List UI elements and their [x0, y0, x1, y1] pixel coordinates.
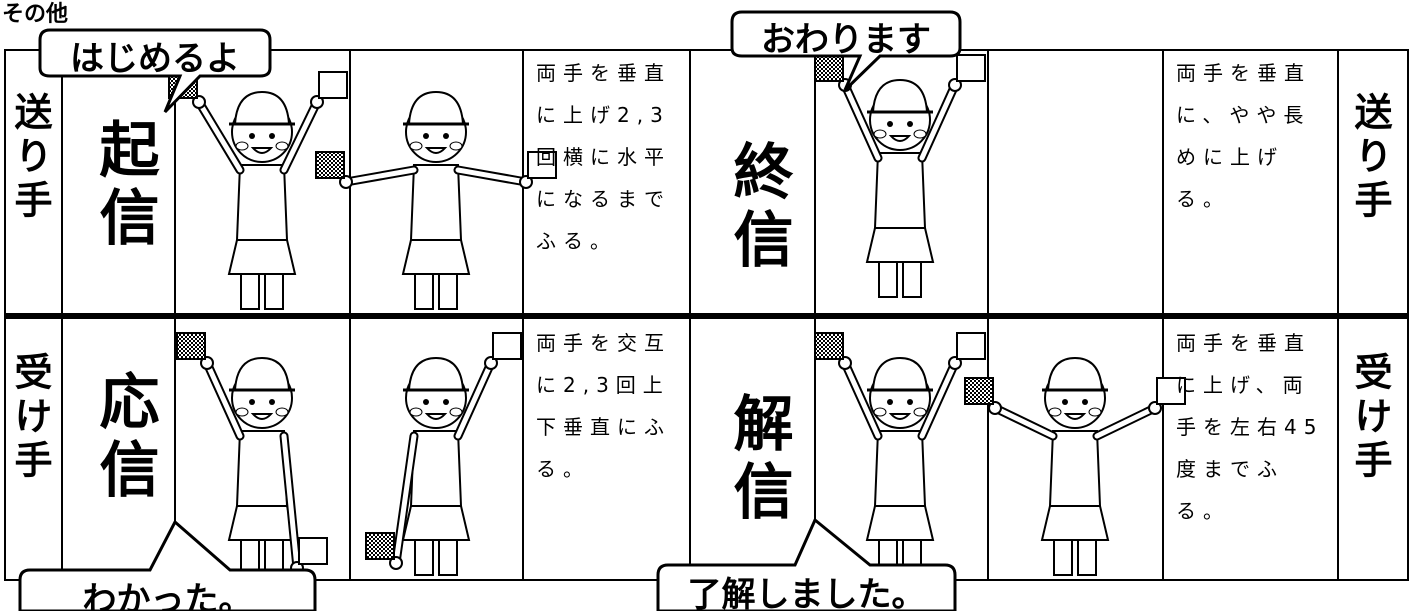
figure-arm [196, 99, 243, 173]
flag-figure [964, 358, 1186, 575]
figure-arm [919, 82, 958, 161]
figure-arm [204, 360, 243, 439]
figure-arm [343, 167, 417, 185]
figure-arm [393, 433, 417, 566]
speech-bubble-text: 了解しました。 [687, 575, 926, 611]
row-divider [5, 313, 1408, 319]
row-label: 受け手 [8, 352, 52, 484]
signal-description: 両手を垂直に上げ、両手を左右45度までふる。 [1176, 331, 1324, 523]
flag [315, 151, 345, 179]
signal-description: 両手を垂直に、やや長めに上げる。 [1176, 61, 1311, 211]
row-label: 送り手 [1348, 92, 1392, 224]
speech-bubble-text: わかった。 [82, 580, 253, 611]
flag [298, 537, 328, 565]
flag [176, 332, 206, 360]
flag [1156, 377, 1186, 405]
signal-description: 両手を垂直に上げ2,3回横に水平になるまでふる。 [536, 61, 671, 253]
figure-body [403, 92, 469, 309]
flag [814, 332, 844, 360]
flag-figure [814, 54, 986, 297]
flag [527, 151, 557, 179]
figure-arm [281, 99, 320, 173]
signal-name: 応信 [89, 370, 159, 506]
flag-figure [365, 332, 522, 575]
figure-arm [992, 405, 1056, 439]
flag [956, 332, 986, 360]
signal-name: 終信 [723, 140, 793, 276]
speech-bubble-text: おわります [761, 20, 931, 60]
figure-arm [842, 82, 881, 161]
row-label: 送り手 [8, 92, 52, 224]
flag [318, 71, 348, 99]
flag-figure [315, 92, 557, 309]
speech-bubbles [18, 10, 962, 611]
flag [956, 54, 986, 82]
speech-bubble-text: はじめるよ [70, 39, 240, 79]
figures [168, 54, 1186, 575]
figure-arm [455, 167, 529, 185]
flag-figure [168, 71, 348, 309]
figure-arm [919, 360, 958, 439]
flag [492, 332, 522, 360]
signal-name: 解信 [723, 392, 793, 528]
flag [365, 532, 395, 560]
figure-arm [842, 360, 881, 439]
figure-arm [281, 433, 300, 571]
signal-description: 両手を交互に2,3回上下垂直にふる。 [536, 331, 671, 481]
flag-figure [176, 332, 328, 575]
page-title: その他 [2, 2, 69, 27]
flag [964, 377, 994, 405]
figure-arm [455, 360, 494, 439]
row-label: 受け手 [1348, 352, 1392, 484]
figure-body [1042, 358, 1108, 575]
figure-arm [1094, 405, 1158, 439]
figure-body [229, 92, 295, 309]
signal-name: 起信 [89, 118, 159, 254]
figure-body [867, 358, 933, 575]
figure-body [867, 80, 933, 297]
flag-figure [814, 332, 986, 575]
